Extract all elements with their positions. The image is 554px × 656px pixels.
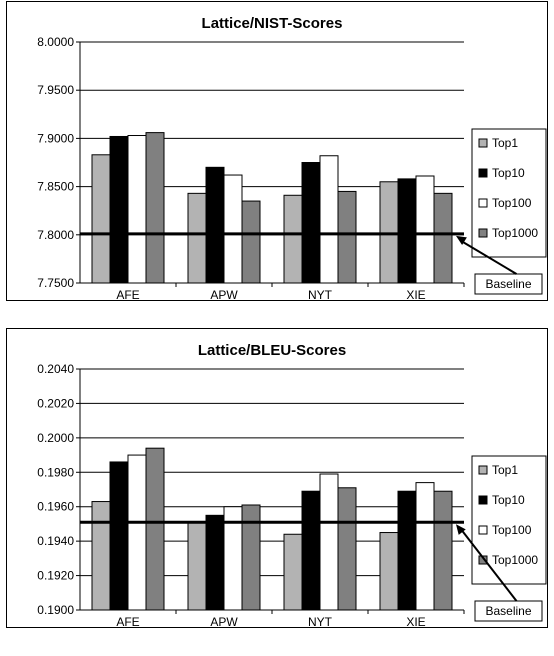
y-tick-label: 0.1940	[37, 534, 74, 548]
bar-top100-nyt	[320, 474, 338, 610]
bleu-chart-panel: Lattice/BLEU-Scores 0.2040 0.2020 0.2000 0.1…	[6, 328, 548, 628]
y-tick-label: 7.8500	[37, 180, 74, 194]
bar-top1000-xie	[434, 491, 452, 610]
bar-top1-nyt	[284, 195, 302, 283]
bar-top1000-afe	[146, 133, 164, 283]
bar-top1000-apw	[242, 201, 260, 283]
x-tick-label: APW	[210, 615, 238, 628]
bar-top100-afe	[128, 455, 146, 610]
nist-chart-panel: Lattice/NIST-Scores 8.0000 7.9500 7.9000 7.8…	[6, 1, 548, 301]
bar-top10-afe	[110, 462, 128, 610]
legend-swatch	[479, 496, 487, 504]
chart-border	[7, 329, 548, 628]
bar-top10-apw	[206, 167, 224, 283]
baseline-label: Baseline	[485, 604, 531, 618]
bar-top1-apw	[188, 193, 206, 283]
bar-top1000-afe	[146, 448, 164, 610]
bar-top10-afe	[110, 136, 128, 283]
bar-top1-nyt	[284, 534, 302, 610]
legend-label: Top100	[492, 196, 532, 210]
legend-swatch	[479, 229, 487, 237]
bar-top10-xie	[398, 491, 416, 610]
y-tick-label: 8.0000	[37, 35, 74, 49]
legend-label: Top1	[492, 136, 518, 150]
bar-top100-nyt	[320, 156, 338, 283]
y-tick-label: 0.1920	[37, 569, 74, 583]
chart-title: Lattice/BLEU-Scores	[198, 342, 346, 359]
legend-label: Top1000	[492, 553, 538, 567]
y-tick-label: 7.9500	[37, 83, 74, 97]
y-tick-label: 7.8000	[37, 228, 74, 242]
legend-swatch	[479, 139, 487, 147]
x-tick-label: NYT	[308, 615, 333, 628]
legend-label: Top1	[492, 463, 518, 477]
bar-top10-nyt	[302, 491, 320, 610]
y-tick-label: 0.2020	[37, 396, 74, 410]
y-tick-label: 0.2000	[37, 431, 74, 445]
legend-label: Top10	[492, 493, 525, 507]
bar-top100-afe	[128, 136, 146, 283]
bar-top1000-nyt	[338, 191, 356, 283]
x-tick-label: APW	[210, 288, 238, 301]
chart-title: Lattice/NIST-Scores	[202, 15, 343, 32]
bar-top1000-nyt	[338, 488, 356, 610]
nist-chart: Lattice/NIST-Scores 8.0000 7.9500 7.9000 7.8…	[6, 1, 548, 301]
x-tick-label: XIE	[406, 288, 425, 301]
bar-top10-apw	[206, 515, 224, 610]
legend-swatch	[479, 199, 487, 207]
bar-top1-xie	[380, 533, 398, 610]
legend-label: Top1000	[492, 226, 538, 240]
legend-swatch	[479, 169, 487, 177]
y-tick-label: 0.2040	[37, 362, 74, 376]
bar-top1000-xie	[434, 193, 452, 283]
y-tick-label: 7.7500	[37, 276, 74, 290]
y-tick-label: 0.1960	[37, 500, 74, 514]
legend-swatch	[479, 526, 487, 534]
x-tick-label: AFE	[116, 288, 139, 301]
bar-top10-xie	[398, 179, 416, 283]
bar-top100-xie	[416, 176, 434, 283]
x-tick-label: AFE	[116, 615, 139, 628]
bar-top100-apw	[224, 175, 242, 283]
x-tick-label: XIE	[406, 615, 425, 628]
bleu-chart: Lattice/BLEU-Scores 0.2040 0.2020 0.2000 0.1…	[6, 328, 548, 628]
bar-top1-afe	[92, 502, 110, 610]
chart-border	[7, 2, 548, 301]
x-tick-label: NYT	[308, 288, 333, 301]
y-tick-label: 0.1900	[37, 603, 74, 617]
bar-top100-xie	[416, 483, 434, 610]
bar-top1-apw	[188, 522, 206, 610]
bar-top10-nyt	[302, 163, 320, 284]
legend-label: Top10	[492, 166, 525, 180]
legend-label: Top100	[492, 523, 532, 537]
bar-top1-afe	[92, 155, 110, 283]
y-tick-label: 0.1980	[37, 465, 74, 479]
baseline-label: Baseline	[485, 277, 531, 291]
legend-swatch	[479, 466, 487, 474]
y-tick-label: 7.9000	[37, 131, 74, 145]
